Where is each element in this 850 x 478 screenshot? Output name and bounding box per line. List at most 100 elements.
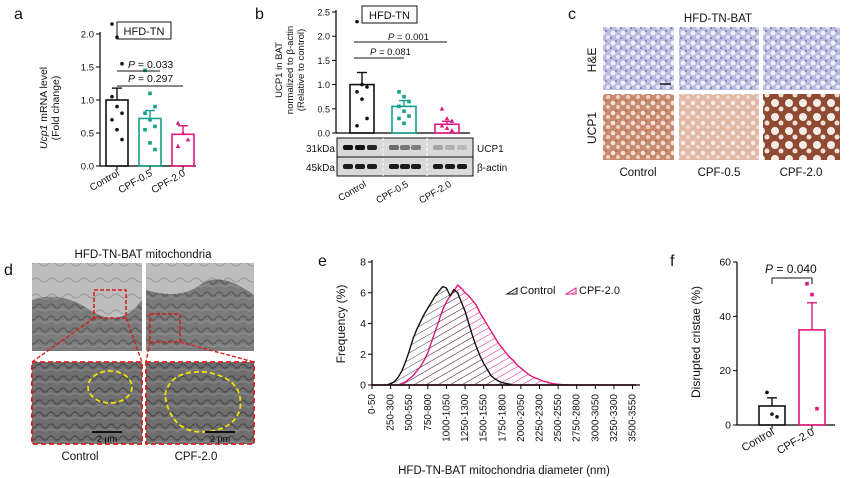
xtick-label: 1250-1300 (460, 394, 471, 442)
blot-band-actin (355, 164, 365, 169)
data-point (444, 116, 450, 121)
panel-e-letter: e (318, 253, 327, 270)
data-point (355, 90, 359, 94)
histology-he-cpf05 (679, 27, 759, 90)
ytick-label: 0.0 (317, 129, 330, 139)
data-point (148, 91, 152, 96)
panel-e-xticks: 0-50 250-300 500-550 750-800 1000-1050 1250-1… (367, 385, 639, 442)
panel-d-letter: d (4, 262, 13, 279)
blot-band-ucp1 (355, 145, 365, 150)
ytick-label: 1.5 (317, 56, 330, 66)
panel-b-p1: P = 0.081 (370, 47, 411, 58)
histology-ucp1-cpf05 (679, 94, 759, 160)
ytick-label: 0.0 (81, 162, 94, 173)
panel-c-col-control: Control (619, 167, 656, 179)
panel-a: a HFD-TN Ucp1 mRNA level (Fold change) 0… (14, 6, 196, 196)
panel-b-bars (349, 19, 460, 134)
panel-e-ylabel: Frequency (%) (334, 285, 348, 364)
xtick-label: 2000-2050 (516, 394, 527, 442)
xtick-label: 1750-1800 (497, 394, 508, 442)
data-point (115, 127, 119, 132)
panel-a-letter: a (14, 6, 23, 23)
histology-ucp1-control (603, 94, 674, 160)
legend-swatch-control (505, 287, 518, 295)
xtick-label: CPF-0.5 (117, 168, 155, 196)
panel-f-p: P = 0.040 (765, 262, 817, 276)
panel-f-ylabel: Disrupted cristae (%) (689, 286, 703, 398)
ytick-label: 40 (719, 311, 731, 323)
data-point (439, 106, 445, 111)
xtick-label: Control (336, 179, 368, 204)
xtick-label: CPF-0.5 (374, 179, 410, 206)
data-point (810, 292, 814, 297)
bar-cpf20 (798, 329, 826, 426)
panel-c-row1: H&E (585, 48, 599, 73)
blot-band-ucp1 (389, 145, 399, 150)
data-point (360, 82, 364, 87)
data-point (397, 104, 401, 109)
panel-e-yticks: 0 2 4 6 8 (360, 257, 372, 392)
legend-swatch-cpf20 (564, 287, 577, 295)
data-point (355, 19, 359, 24)
data-point (397, 90, 401, 94)
data-point (115, 35, 119, 40)
panel-a-bars (105, 22, 195, 167)
blot-band-actin (445, 164, 455, 169)
mitochondrion-outline-control (87, 370, 133, 404)
panel-d-col-cpf20: CPF-2.0 (175, 451, 218, 463)
blot-band-ucp1 (343, 145, 353, 150)
data-point (175, 143, 181, 148)
xtick-label: 2250-2300 (535, 394, 546, 442)
data-point (402, 121, 406, 126)
xtick-label: 500-550 (404, 394, 415, 431)
panel-a-ylabel2: (Fold change) (50, 76, 62, 141)
em-scale-label-control: 2 μm (97, 434, 117, 444)
panel-a-ylabel: Ucp1 mRNA level (38, 67, 50, 149)
panel-a-tag-box (116, 21, 172, 40)
ytick-label: 0 (725, 420, 731, 432)
data-point (120, 137, 124, 142)
panel-c-col-cpf05: CPF-0.5 (698, 167, 741, 179)
data-point (439, 123, 445, 128)
data-point (770, 412, 774, 416)
blot-bands (343, 145, 467, 169)
em-zoom-cpf20 (145, 361, 255, 445)
data-point (180, 130, 186, 135)
legend-label-control: Control (520, 285, 555, 297)
ytick-label: 0.5 (81, 129, 94, 140)
panel-c-title: HFD-TN-BAT (684, 13, 752, 25)
blot-band-actin (389, 164, 399, 169)
blot-name-ucp1: UCP1 (477, 144, 504, 155)
data-point (148, 141, 152, 145)
bar-control (349, 83, 375, 134)
panel-c: c HFD-TN-BAT H&E UCP1 Control CPF-0.5 CP… (568, 6, 840, 179)
xtick-label: 1500-1550 (479, 394, 490, 442)
panel-b: b HFD-TN UCP1 in BAT normalized to β-act… (255, 5, 507, 206)
panel-e-legend: Control CPF-2.0 (505, 285, 620, 297)
xtick-label: 2750-2800 (572, 394, 583, 442)
ytick-label: 60 (719, 257, 731, 269)
panel-b-ylabel3: (Relative to control) (296, 29, 307, 111)
em-zoom-box-control (93, 289, 127, 319)
panel-d-col-control: Control (61, 451, 98, 463)
panel-d-title: HFD-TN-BAT mitochondria (75, 249, 213, 261)
panel-e-series (372, 284, 637, 386)
bar-control (105, 99, 129, 167)
data-point (449, 128, 455, 133)
panel-e: e Frequency (%) 0 2 4 6 8 0-50 250-300 500-550… (318, 253, 640, 477)
em-scale-label-cpf20: 2 μm (210, 434, 230, 444)
ytick-label: 20 (719, 365, 731, 377)
data-point (444, 125, 450, 130)
xtick-label: 2500-2550 (553, 394, 564, 442)
blot-band-actin (367, 164, 377, 169)
em-zoom-control (31, 361, 143, 445)
data-point (148, 118, 152, 122)
panel-b-ylabel2: normalized to β-actin (285, 26, 296, 114)
data-point (185, 137, 191, 142)
data-point (355, 123, 359, 128)
panel-b-letter: b (255, 6, 264, 23)
data-point (175, 120, 181, 125)
blot-band-ucp1 (411, 145, 421, 150)
